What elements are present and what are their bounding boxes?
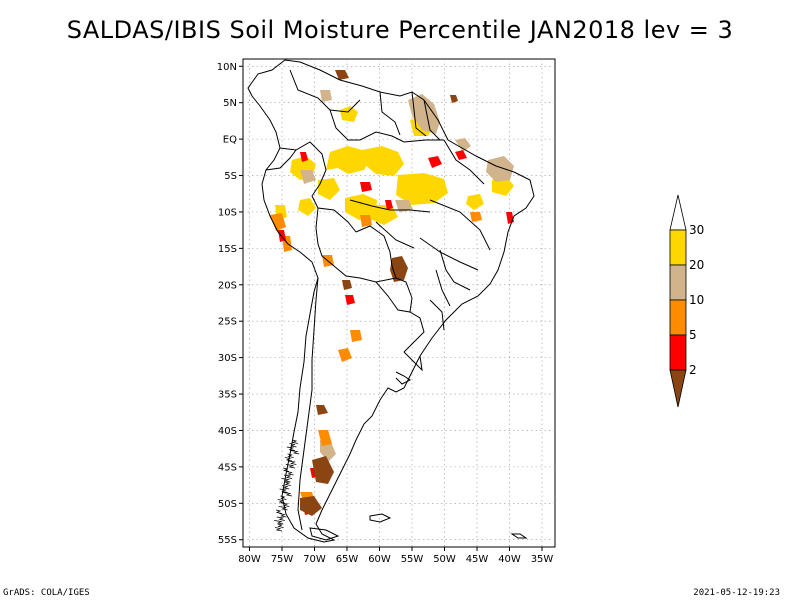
- lat-tick-label: 15S: [218, 244, 237, 255]
- map-title: SALDAS/IBIS Soil Moisture Percentile JAN…: [66, 16, 734, 44]
- colorbar-segment: [669, 264, 687, 301]
- lon-tick-label: 35W: [531, 554, 554, 565]
- colorbar-segment: [669, 299, 687, 336]
- border-ecuador: [265, 149, 297, 171]
- patch-amazon-yellow-9: [340, 106, 358, 122]
- patch-brown-north: [335, 70, 349, 80]
- patch-tan-3: [300, 170, 316, 184]
- patch-red-4: [300, 152, 308, 162]
- patch-northeast-tan: [486, 156, 514, 182]
- patch-orange-3: [360, 215, 372, 227]
- colorbar-label: 5: [689, 328, 697, 342]
- patch-red-2: [360, 182, 372, 192]
- continent-outline: [247, 59, 535, 543]
- lat-tick-label: 55S: [218, 535, 237, 546]
- patch-orange-5: [338, 348, 352, 362]
- patch-brown-pantanal: [390, 256, 408, 282]
- lat-tick-label: 45S: [218, 462, 237, 473]
- border-guianas: [411, 91, 441, 141]
- moisture-patches: [270, 70, 514, 516]
- patch-orange-6: [318, 430, 332, 446]
- country-borders: [247, 59, 535, 543]
- border-venezuela-guyana: [379, 91, 401, 136]
- falklands: [369, 513, 392, 523]
- tierra-del-fuego: [309, 527, 340, 541]
- colorbar: 2 5 10 20 30: [669, 194, 704, 408]
- colorbar-label: 10: [689, 293, 704, 307]
- footer-credit: GrADS: COLA/IGES: [3, 588, 90, 598]
- patch-brown-4: [342, 280, 352, 290]
- lat-tick-label: 5S: [224, 171, 237, 182]
- border-chile-argentina: [297, 277, 319, 531]
- patch-brown-patagonia-1: [312, 456, 334, 484]
- colorbar-segment: [669, 229, 687, 266]
- uruguay-coast-detail: [395, 371, 411, 385]
- lat-tick-label: 40S: [218, 426, 237, 437]
- border-uruguay: [403, 351, 423, 372]
- colorbar-segment: [669, 369, 687, 408]
- patch-tan-2: [455, 138, 471, 152]
- patch-guiana-tan: [408, 94, 440, 134]
- patch-brown-5: [450, 95, 458, 103]
- patch-red-3: [455, 150, 467, 160]
- lat-tick-label: 35S: [218, 390, 237, 401]
- patch-amazon-yellow-1: [326, 146, 370, 174]
- patch-tan-4: [320, 90, 332, 102]
- lon-tick-label: 50W: [433, 554, 456, 565]
- patch-orange-4: [350, 330, 362, 342]
- lat-tick-label: 10S: [218, 207, 237, 218]
- lat-tick-label: 5N: [223, 98, 237, 109]
- lon-tick-label: 65W: [336, 554, 359, 565]
- lat-tick-label: 50S: [218, 499, 237, 510]
- footer-timestamp: 2021-05-12-19:23: [693, 588, 780, 598]
- latitude-labels: 10N 5N EQ 5S 10S 15S 20S 25S 30S 35S 40S 45S 50S 55S: [217, 62, 243, 546]
- colorbar-segment: [669, 194, 687, 231]
- lon-tick-label: 60W: [368, 554, 391, 565]
- border-south-states: [429, 249, 471, 331]
- colorbar-label: 20: [689, 258, 704, 272]
- lon-tick-label: 55W: [401, 554, 424, 565]
- border-amazon-states: [349, 199, 431, 249]
- colorbar-segment: [669, 334, 687, 371]
- patch-red-10: [385, 200, 393, 210]
- chile-fjords: [274, 439, 300, 532]
- lon-tick-label: 80W: [238, 554, 261, 565]
- patch-amazon-yellow-10: [298, 198, 316, 216]
- border-argentina-brazil: [403, 311, 425, 353]
- lon-tick-label: 40W: [498, 554, 521, 565]
- patch-red-1: [428, 156, 442, 168]
- border-bolivia-south: [321, 255, 397, 283]
- patch-brown-3: [316, 405, 328, 415]
- map-frame: [242, 58, 556, 548]
- lon-tick-label: 45W: [466, 554, 489, 565]
- patch-amazon-yellow-6: [318, 178, 340, 200]
- patch-yellow-12: [466, 194, 484, 210]
- border-colombia-venezuela: [289, 69, 361, 113]
- lat-tick-label: 30S: [218, 353, 237, 364]
- patch-brown-patagonia-2: [300, 496, 322, 516]
- colorbar-label: 2: [689, 363, 697, 377]
- patch-tan-5: [395, 200, 413, 212]
- longitude-labels: 80W 75W 70W 65W 60W 55W 50W 45W 40W 35W: [238, 547, 553, 565]
- border-bolivia-brazil: [355, 225, 397, 279]
- lat-tick-label: 10N: [217, 62, 237, 73]
- lat-tick-label: 25S: [218, 317, 237, 328]
- lat-tick-label: EQ: [223, 135, 237, 146]
- border-colombia-peru: [279, 141, 327, 171]
- border-peru-bolivia: [315, 207, 323, 257]
- patch-amazon-yellow-2: [362, 146, 404, 176]
- south-georgia: [510, 533, 528, 539]
- border-brazil-north: [329, 109, 444, 143]
- patch-orange-1: [270, 213, 286, 231]
- patch-orange-8: [470, 212, 482, 222]
- lat-tick-label: 20S: [218, 280, 237, 291]
- fjord-texture: [274, 439, 300, 532]
- patch-red-7: [345, 295, 355, 305]
- lon-tick-label: 75W: [271, 554, 294, 565]
- colorbar-label: 30: [689, 223, 704, 237]
- patch-amazon-yellow-3: [396, 173, 448, 205]
- border-brazil-states: [419, 139, 491, 307]
- lon-tick-label: 70W: [303, 554, 326, 565]
